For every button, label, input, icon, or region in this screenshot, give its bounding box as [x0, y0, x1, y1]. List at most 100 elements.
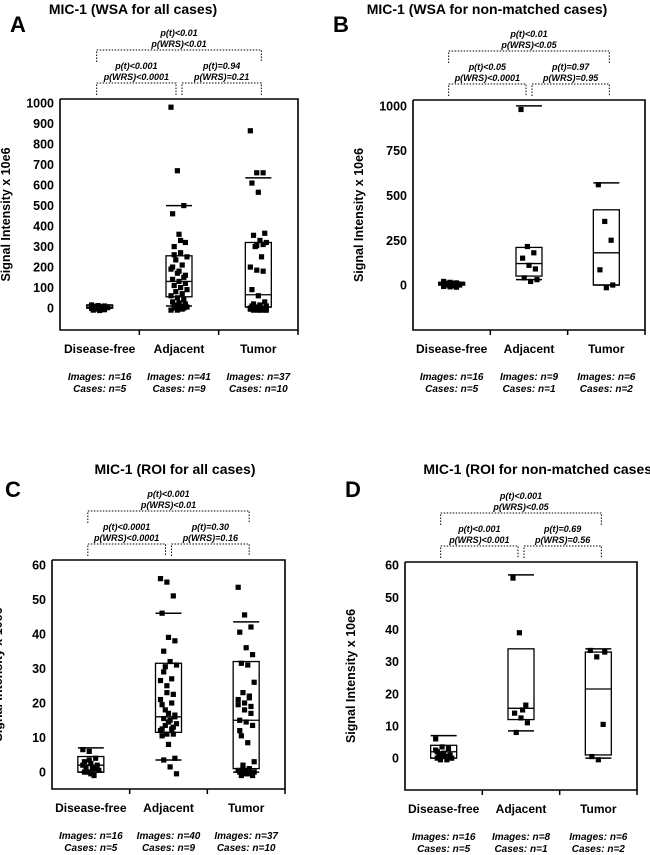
data-point	[246, 693, 252, 699]
data-point	[433, 747, 439, 753]
p-value-t: p(t)<0.05	[468, 62, 507, 72]
data-point	[249, 772, 256, 779]
group-tumor	[244, 128, 272, 313]
data-point	[168, 307, 174, 313]
data-point	[521, 275, 527, 281]
chart-title: MIC-1 (ROI for non-matched cases)	[423, 461, 650, 477]
plot-frame	[51, 559, 286, 790]
x-category-label: Adjacent	[154, 342, 205, 356]
y-tick-label: 700	[33, 158, 54, 172]
box	[584, 651, 612, 756]
data-point	[169, 700, 175, 706]
data-point	[241, 707, 248, 713]
data-point	[246, 766, 252, 772]
significance-bracket	[448, 83, 527, 96]
data-point	[182, 239, 188, 246]
data-point	[88, 771, 94, 777]
data-point	[173, 289, 179, 295]
data-point	[178, 303, 184, 309]
data-point	[442, 753, 448, 760]
p-value-wrs: p(WRS)<0.001	[448, 535, 509, 545]
data-point	[170, 593, 176, 599]
data-point	[170, 724, 176, 730]
data-point	[600, 721, 606, 727]
y-axis-label: Signal Intensity x 10e6	[0, 607, 5, 741]
x-category-label: Tumor	[580, 802, 617, 816]
data-point	[235, 696, 241, 703]
data-point	[176, 300, 182, 306]
p-value-t: p(t)=0.69	[543, 524, 581, 534]
data-point	[249, 180, 255, 186]
cases-count: Cases: n=5	[417, 844, 471, 855]
p-value-wrs: p(WRS)<0.05	[492, 502, 549, 512]
data-point	[597, 267, 603, 273]
significance-bracket	[171, 543, 250, 556]
data-point	[603, 285, 609, 291]
cases-count: Cases: n=1	[502, 384, 556, 395]
cases-count: Cases: n=5	[425, 384, 479, 395]
data-point	[161, 648, 167, 654]
panel-letter: C	[5, 477, 21, 502]
p-value-wrs: p(WRS)<0.05	[500, 40, 557, 50]
data-point	[449, 280, 455, 286]
data-point	[168, 104, 174, 110]
data-point	[249, 287, 255, 293]
panel-c: MIC-1 (ROI for all cases) C 0 10 20 30 40 50 60 S…	[0, 461, 286, 854]
data-point	[238, 733, 244, 739]
data-point	[164, 690, 170, 696]
data-point	[238, 660, 244, 666]
data-point	[248, 769, 254, 775]
significance-bracket	[87, 510, 250, 523]
box	[232, 660, 260, 770]
p-value-t: p(t)<0.01	[509, 29, 547, 39]
y-axis-label: Signal Intensity x 10e6	[344, 609, 358, 743]
cases-count: Cases: n=5	[73, 384, 127, 395]
data-point	[439, 744, 445, 750]
data-point	[93, 766, 99, 772]
data-point	[159, 733, 165, 739]
cases-count: Cases: n=10	[229, 384, 288, 395]
data-point	[243, 719, 249, 725]
data-point	[238, 772, 244, 779]
data-point	[531, 250, 537, 256]
p-value-t: p(t)=0.94	[202, 61, 240, 71]
cases-count: Cases: n=2	[580, 384, 634, 395]
data-point	[262, 299, 268, 305]
data-point	[442, 281, 448, 287]
y-tick-label: 50	[32, 593, 46, 607]
data-point	[178, 237, 184, 244]
data-point	[524, 720, 530, 726]
data-point	[516, 630, 522, 636]
data-point	[252, 304, 258, 310]
data-point	[171, 252, 177, 258]
data-point	[181, 202, 187, 209]
y-tick-label: 30	[32, 662, 46, 676]
y-tick-label: 10	[385, 720, 399, 734]
data-point	[260, 241, 266, 248]
data-point	[240, 762, 246, 768]
images-count: Images: n=37	[214, 831, 278, 842]
data-point	[534, 277, 540, 283]
images-count: Images: n=16	[68, 372, 132, 383]
y-tick-label: 0	[392, 752, 399, 766]
p-value-wrs: p(WRS)<0.0001	[93, 533, 159, 543]
significance-bracket	[87, 543, 166, 556]
data-point	[235, 584, 241, 590]
data-point	[88, 760, 94, 767]
x-category-label: Tumor	[588, 342, 625, 356]
chart-title: MIC-1 (WSA for all cases)	[49, 1, 217, 17]
data-point	[181, 305, 187, 311]
group-adjacent	[154, 576, 183, 777]
data-point	[171, 302, 177, 308]
data-point	[167, 764, 173, 770]
data-point	[174, 168, 180, 174]
group-tumor	[592, 182, 620, 291]
data-point	[93, 755, 99, 761]
data-point	[167, 658, 173, 665]
data-point	[176, 278, 182, 285]
y-tick-label: 30	[385, 655, 399, 669]
data-point	[80, 762, 86, 768]
p-value-t: p(t)<0.01	[159, 28, 197, 38]
y-tick-label: 0	[47, 302, 54, 316]
data-point	[165, 719, 172, 725]
